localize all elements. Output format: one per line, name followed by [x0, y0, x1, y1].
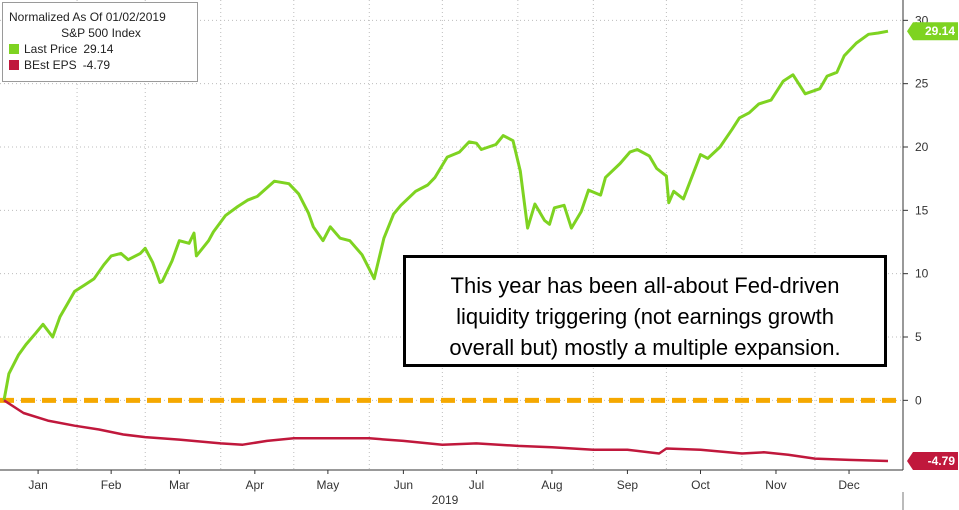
x-tick-label: May	[317, 478, 340, 492]
x-tick-label: Sep	[617, 478, 639, 492]
series-line-last-price	[2, 29, 889, 401]
x-tick-label: Jul	[469, 478, 484, 492]
last-value-label: -4.79	[928, 454, 956, 468]
y-tick-label: 25	[915, 77, 929, 91]
legend-swatch-best-eps	[9, 60, 19, 70]
legend-label: Last Price	[24, 42, 78, 56]
legend: Normalized As Of 01/02/2019 S&P 500 Inde…	[2, 2, 198, 82]
x-tick-label: Feb	[101, 478, 122, 492]
annotation-line: This year has been all-about Fed-driven	[450, 273, 840, 298]
x-tick-label: Jun	[394, 478, 413, 492]
legend-subtitle: S&P 500 Index	[61, 26, 141, 40]
y-tick-label: 20	[915, 140, 929, 154]
x-tick-label: Aug	[541, 478, 562, 492]
annotation-line: liquidity triggering (not earnings growt…	[456, 304, 834, 329]
legend-label: BEst EPS	[24, 58, 77, 72]
series-line-best-eps	[3, 399, 889, 463]
x-axis-label: 2019	[432, 493, 459, 507]
last-value-tag	[907, 22, 958, 41]
x-tick-label: Dec	[838, 478, 859, 492]
legend-item-best-eps: BEst EPS -4.79	[9, 57, 193, 73]
x-tick-label: Mar	[169, 478, 190, 492]
x-tick-label: Apr	[245, 478, 264, 492]
y-tick-label: 0	[915, 393, 922, 407]
last-value-tag	[907, 452, 958, 471]
x-tick-label: Jan	[28, 478, 47, 492]
legend-title: Normalized As Of 01/02/2019	[9, 10, 166, 24]
last-value-label: 29.14	[925, 24, 955, 38]
annotation-line: overall but) mostly a multiple expansion…	[449, 335, 841, 360]
legend-value: 29.14	[83, 42, 114, 56]
legend-value: -4.79	[82, 58, 111, 72]
y-tick-label: 10	[915, 267, 929, 281]
annotation-callout: This year has been all-about Fed-driven …	[403, 255, 887, 367]
legend-item-last-price: Last Price 29.14	[9, 41, 193, 57]
x-tick-label: Oct	[691, 478, 710, 492]
y-tick-label: 5	[915, 330, 922, 344]
legend-swatch-last-price	[9, 44, 19, 54]
x-tick-label: Nov	[765, 478, 786, 492]
y-tick-label: 15	[915, 203, 929, 217]
